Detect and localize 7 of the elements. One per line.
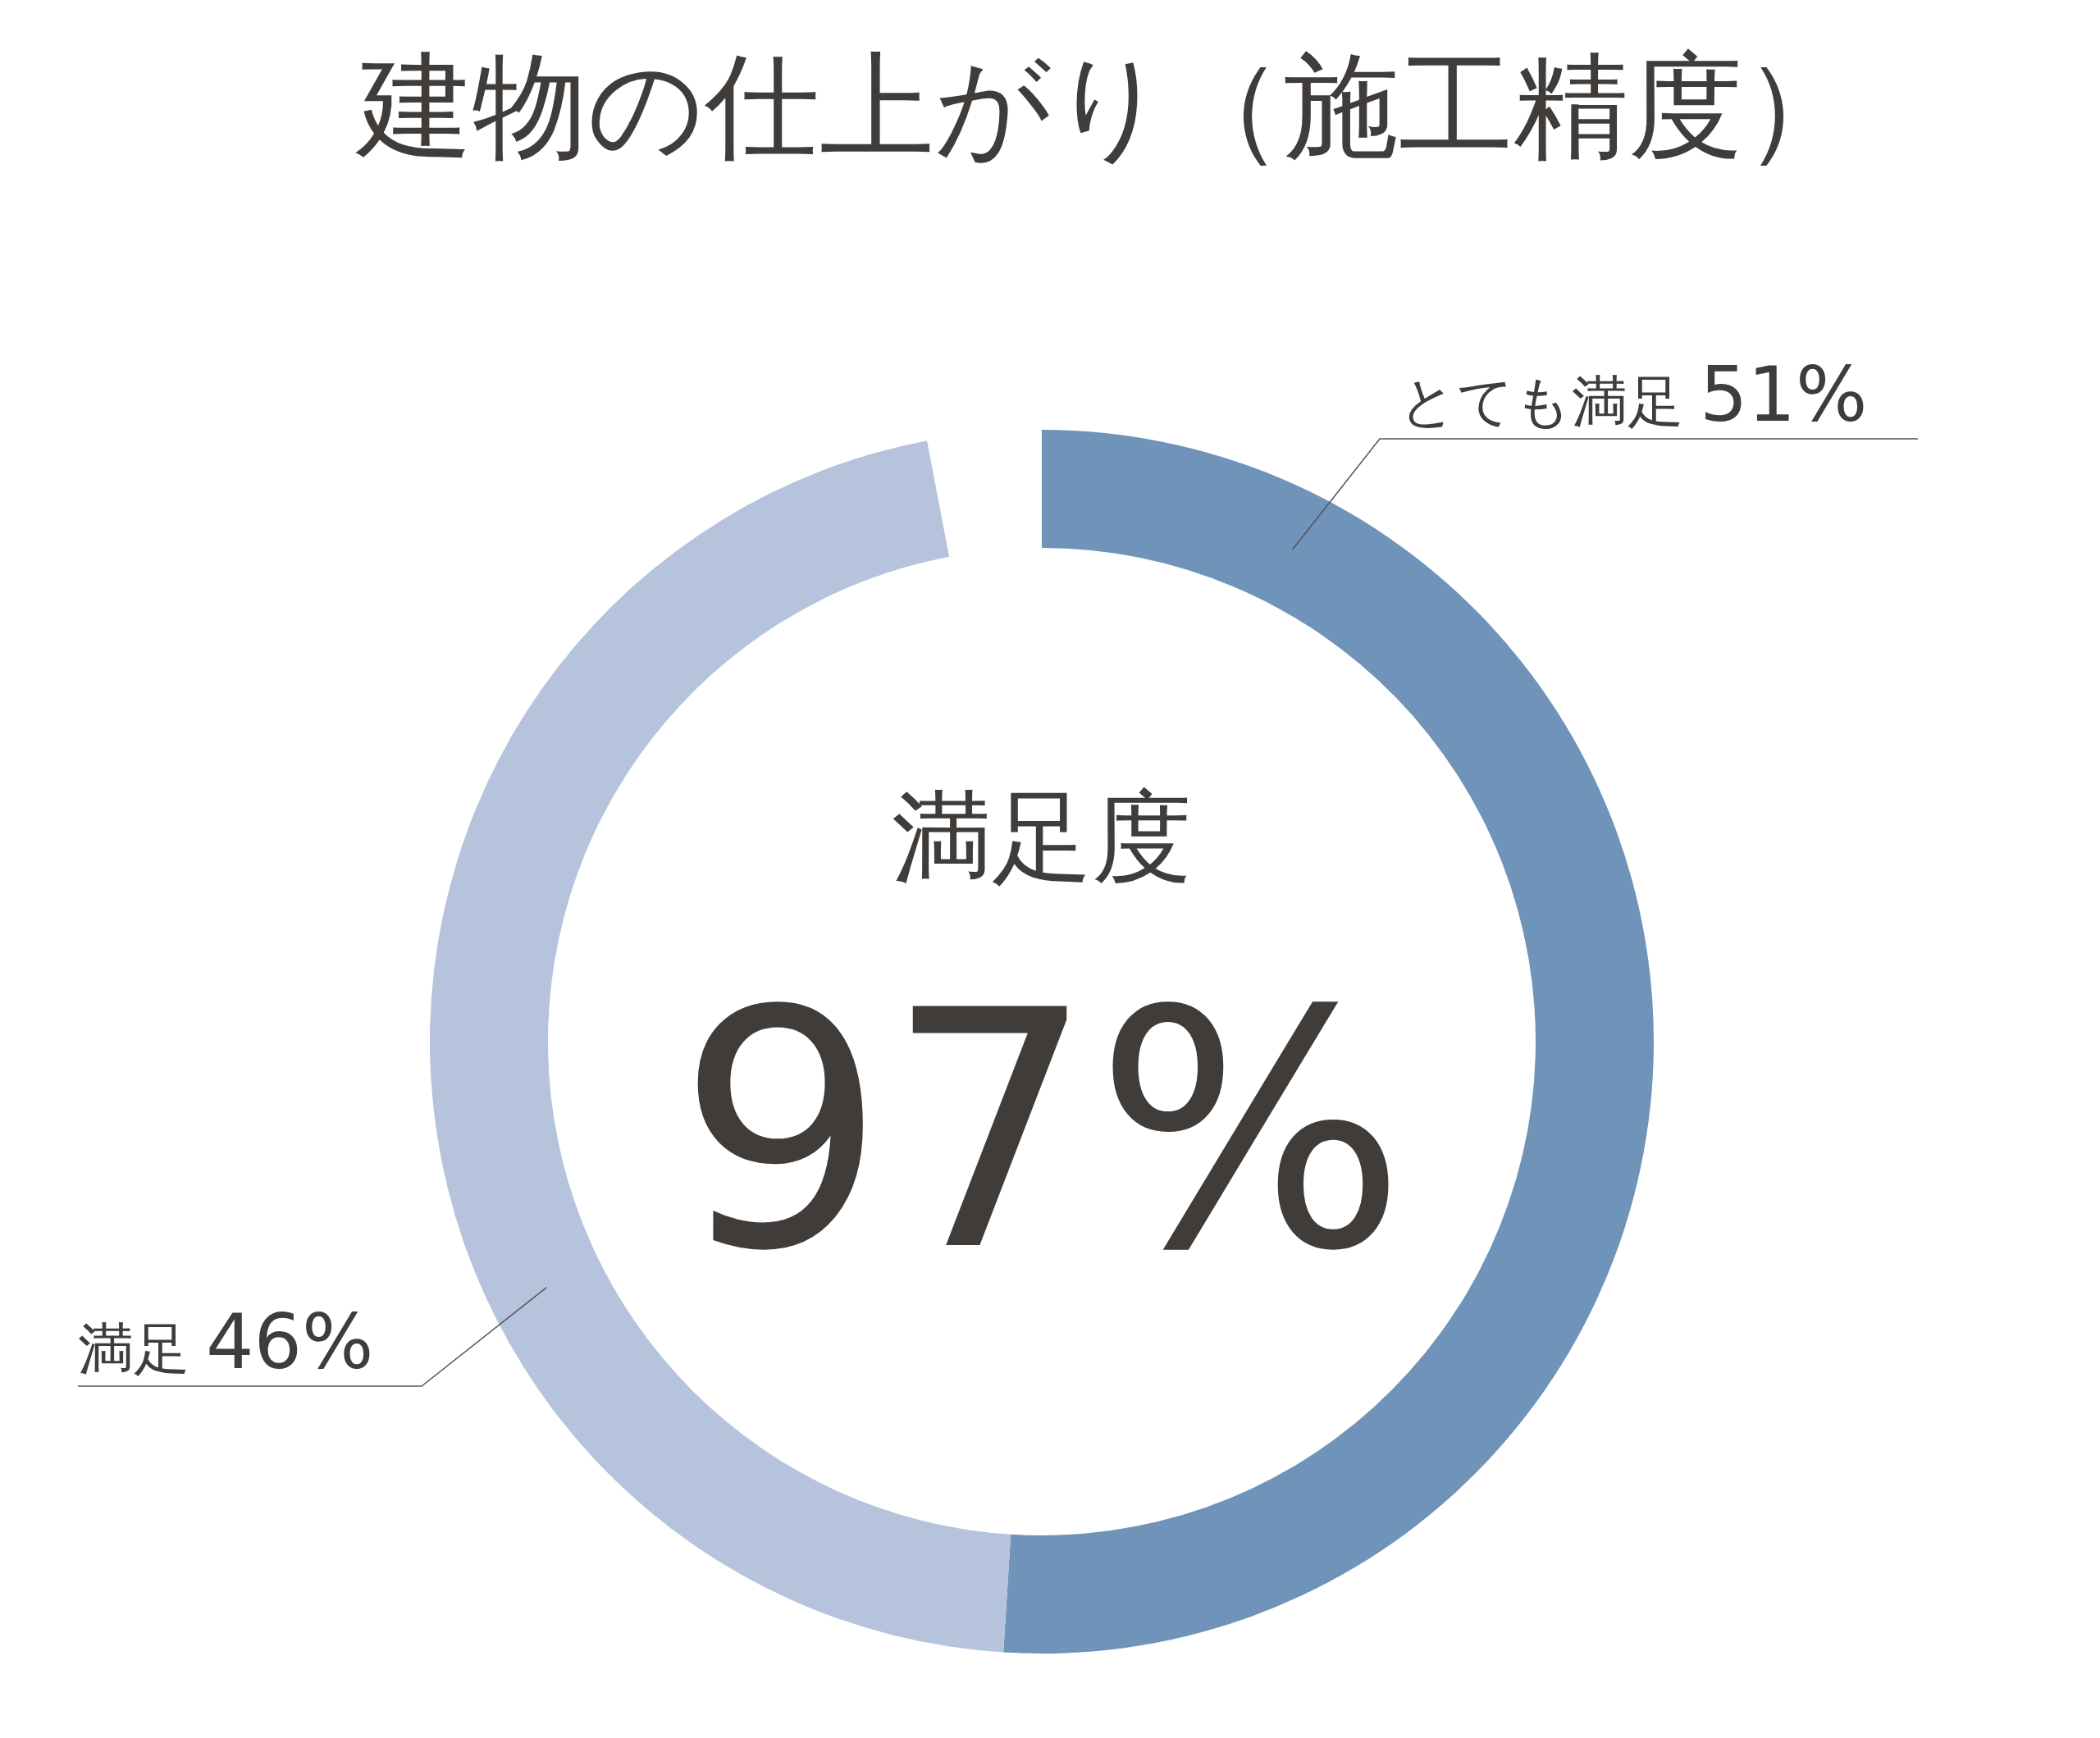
text: 満足度: [892, 779, 1192, 896]
slice-label: とても満足: [1399, 369, 1683, 434]
text: 97%: [677, 941, 1407, 1322]
data-label: 51%: [1700, 351, 1868, 439]
slice-label: 満足: [78, 1316, 189, 1381]
data-label: 46%: [206, 1298, 374, 1386]
chart-title: 建物の仕上がり（施工精度）: [354, 39, 1858, 173]
